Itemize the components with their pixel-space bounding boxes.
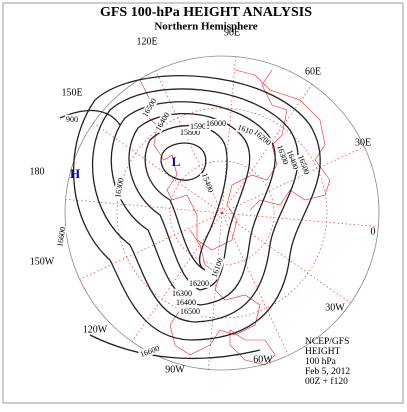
latitude-circle <box>169 160 275 266</box>
contour-line <box>89 334 261 360</box>
contour-line <box>91 88 299 323</box>
longitude-label: 180 <box>30 166 45 177</box>
longitude-label: 30E <box>355 137 371 148</box>
contour-line <box>160 142 207 181</box>
contour-line <box>144 124 228 271</box>
contour-line <box>72 75 321 341</box>
coastline <box>234 69 331 211</box>
title: GFS 100-hPa HEIGHT ANALYSIS <box>100 5 312 20</box>
contour-label-bg <box>179 127 201 137</box>
contour-label-bg <box>112 176 126 200</box>
longitude-label: 30W <box>325 302 345 313</box>
high-marker: H <box>70 166 80 181</box>
contour-label: 16300 <box>172 289 192 298</box>
contour-label-bg <box>189 121 211 131</box>
info-line: Feb 5, 2012 <box>305 367 350 377</box>
contour-label-bg <box>54 225 68 249</box>
longitude-label: 60W <box>253 354 273 365</box>
contour-label-bg <box>274 142 291 167</box>
contour-label-bg <box>179 306 201 316</box>
contour-label: 900 <box>66 115 78 124</box>
contour-line <box>110 101 276 306</box>
longitude-label: 120E <box>136 36 157 47</box>
contour-label-bg <box>175 297 197 307</box>
longitude-labels: 90E 120E 60E 150E 30E 180 0 150W 30W 120W 60W 90W <box>30 27 376 375</box>
longitude-label: 150E <box>61 87 82 98</box>
info-line: 100 hPa <box>305 357 337 367</box>
subtitle: Northern Hemisphere <box>154 21 257 33</box>
low-marker: L <box>172 154 181 169</box>
longitude-label: 150W <box>30 256 55 267</box>
contour-label: 16400 <box>176 298 196 307</box>
coastline <box>229 329 276 366</box>
coastline <box>139 69 288 251</box>
contour-label-bg <box>171 288 193 298</box>
contour-label-bg <box>209 255 226 280</box>
longitude-label: 0 <box>371 226 376 237</box>
frame <box>2 2 404 404</box>
equator <box>64 55 380 371</box>
longitude-label: 90W <box>165 364 185 375</box>
contour-label-bg <box>140 95 159 120</box>
contour-label: 16000 <box>206 119 226 128</box>
contour-label: 16200 <box>189 279 209 288</box>
contour-label: 15800 <box>180 128 200 137</box>
contour-label: 15900 <box>190 122 210 131</box>
contour-label-bg <box>137 343 162 360</box>
contour-label: 16600 <box>55 226 67 247</box>
info-line: HEIGHT <box>305 347 341 357</box>
contour-label-bg <box>295 152 312 177</box>
contour-label: 16300 <box>113 177 125 198</box>
longitude-label: 90E <box>224 27 240 38</box>
contour-label-bg <box>205 118 227 128</box>
contour-label-bg <box>188 278 210 288</box>
info-line: NCEP/GFS <box>305 337 349 347</box>
longitude-label: 60E <box>305 66 321 77</box>
contour-label-bg <box>251 126 274 149</box>
contour-label-bg <box>199 170 216 195</box>
longitude-label: 120W <box>83 324 108 335</box>
contour-label-bg <box>153 109 172 134</box>
contour-label-bg <box>284 147 301 172</box>
info-line: 00Z + f120 <box>305 376 348 387</box>
contour-label-bg <box>65 114 79 124</box>
contour-label: 16500 <box>180 307 200 316</box>
